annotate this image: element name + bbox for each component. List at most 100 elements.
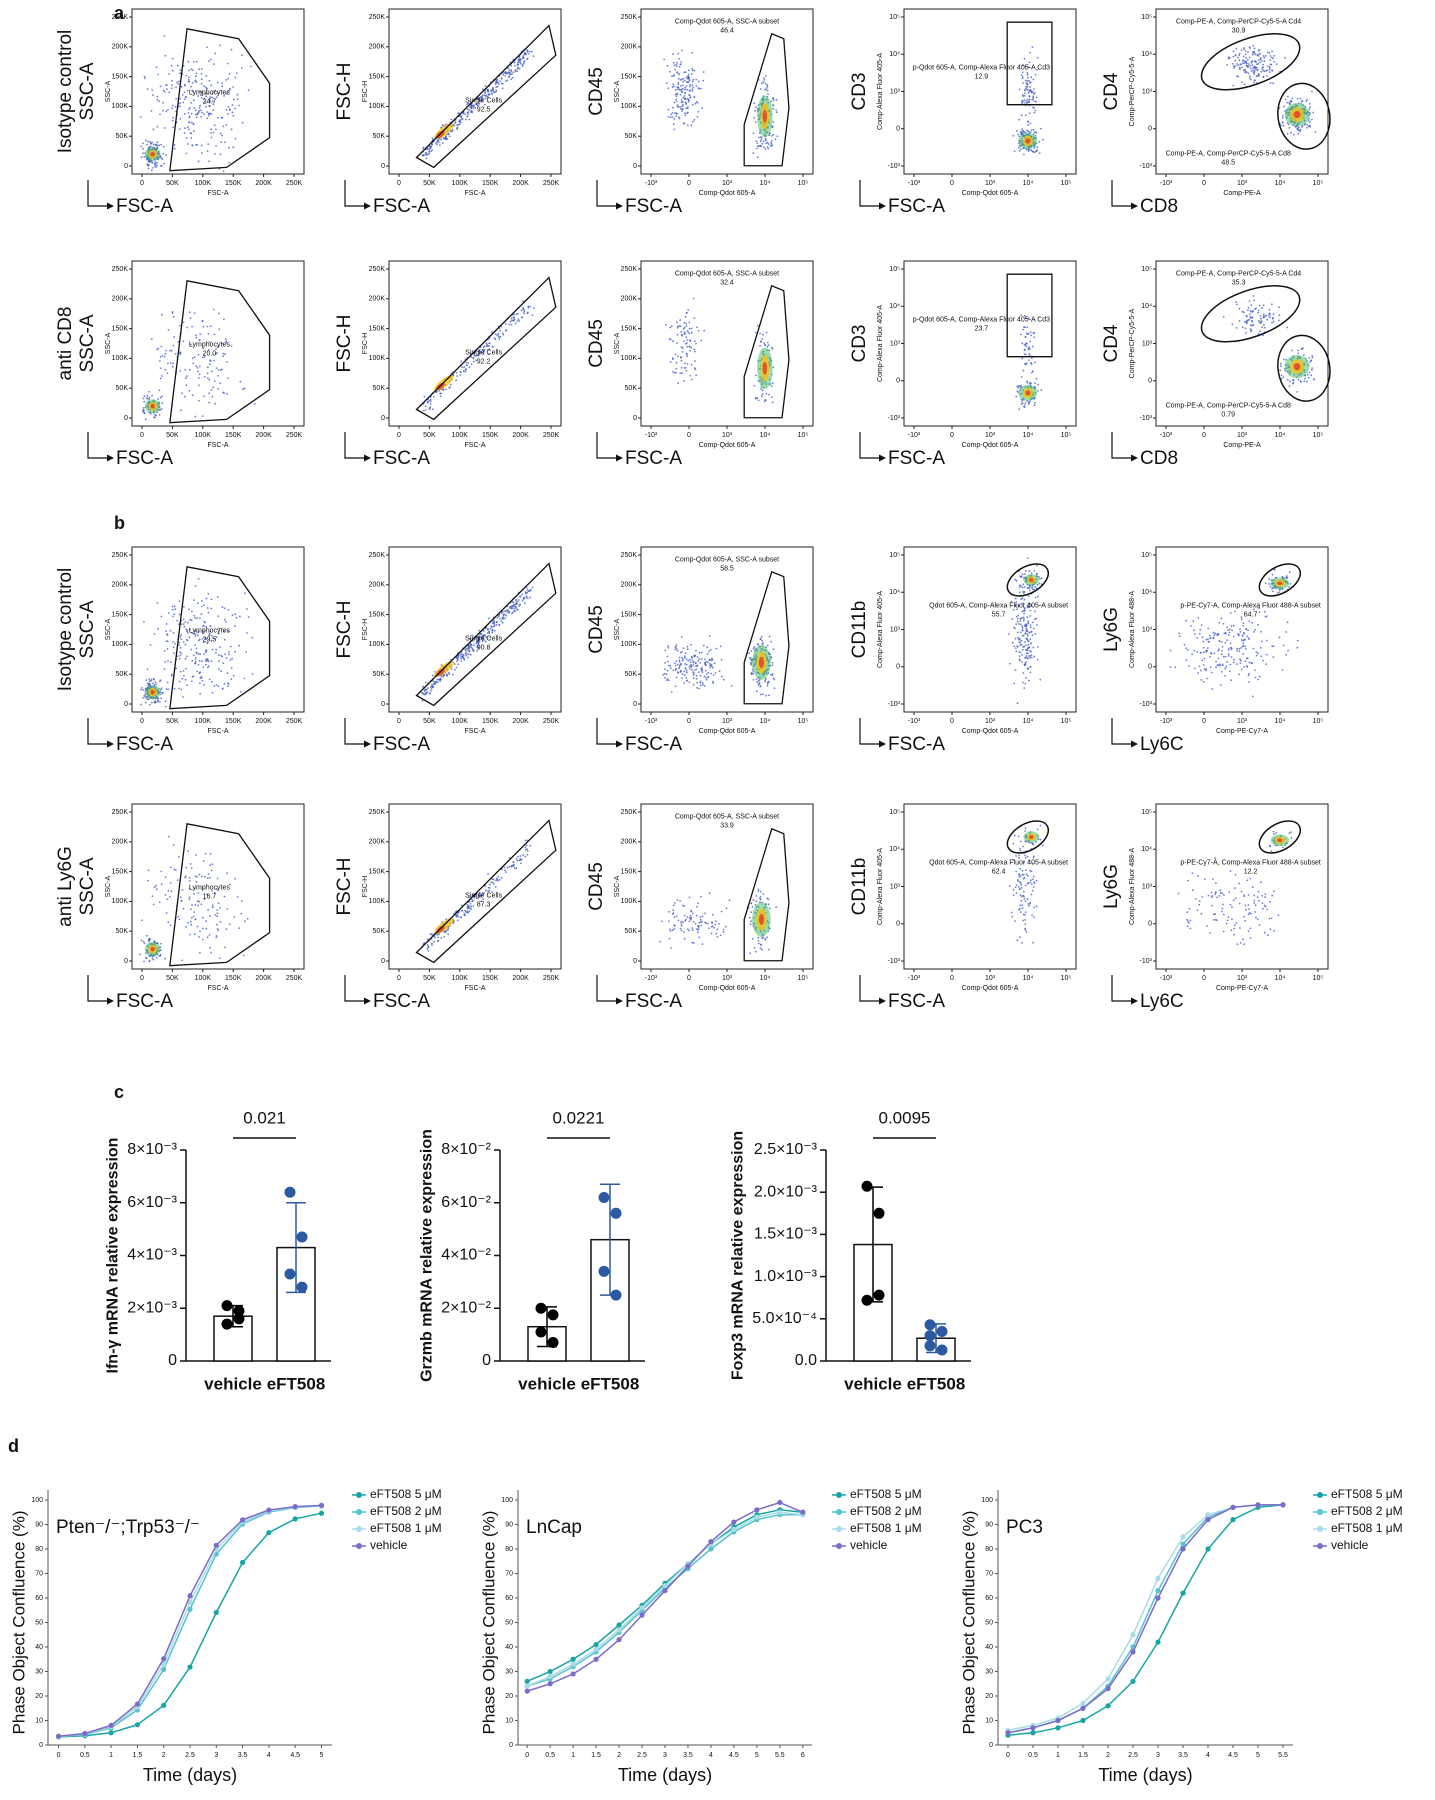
density-dot: [1233, 67, 1235, 69]
density-dot: [234, 613, 236, 615]
density-dot: [721, 676, 723, 678]
density-dot: [231, 128, 233, 130]
density-dot: [512, 605, 514, 607]
density-dot: [173, 613, 175, 615]
density-dot: [179, 105, 181, 107]
density-dot: [1260, 655, 1262, 657]
density-dot: [161, 402, 163, 404]
density-dot: [676, 322, 678, 324]
density-dot: [1236, 304, 1238, 306]
density-dot: [701, 652, 703, 654]
density-dot: [1254, 70, 1256, 72]
density-dot: [684, 327, 686, 329]
density-dot: [760, 140, 762, 142]
density-dot: [1205, 651, 1207, 653]
density-dot: [503, 334, 505, 336]
density-dot: [1013, 627, 1015, 629]
density-dot: [204, 622, 206, 624]
density-dot: [766, 332, 768, 334]
gate-percent: 46.4: [720, 27, 734, 34]
density-dot: [179, 69, 181, 71]
density-dot: [768, 143, 770, 145]
density-dot: [713, 674, 715, 676]
density-dot: [1025, 623, 1027, 625]
density-dot: [199, 105, 201, 107]
density-dot: [1250, 67, 1252, 69]
density-dot: [1034, 362, 1036, 364]
x-tick-label: 50K: [423, 180, 436, 187]
density-dot: [1306, 127, 1308, 129]
density-dot: [511, 613, 513, 615]
density-dot: [488, 617, 490, 619]
density-dot: [1194, 668, 1196, 670]
density-dot: [1243, 666, 1245, 668]
density-dot: [1028, 359, 1030, 361]
density-dot: [1242, 625, 1244, 627]
density-dot: [768, 694, 770, 696]
density-dot: [164, 91, 166, 93]
density-dot: [680, 671, 682, 673]
density-dot: [490, 628, 492, 630]
density-dot: [201, 73, 203, 75]
density-dot: [457, 663, 459, 665]
density-dot: [159, 950, 161, 952]
density-dot: [773, 648, 775, 650]
density-dot: [750, 660, 752, 662]
gate: [1007, 22, 1052, 105]
density-dot: [1200, 652, 1202, 654]
density-dot: [703, 330, 705, 332]
density-dot: [1036, 565, 1038, 567]
density-dot: [159, 901, 161, 903]
density-dot: [157, 74, 159, 76]
density-dot: [691, 379, 693, 381]
density-dot: [1236, 75, 1238, 77]
x-tick-label: 200K: [512, 718, 529, 725]
y-tick-label: 0: [1148, 126, 1152, 133]
density-dot: [195, 919, 197, 921]
density-dot: [753, 679, 755, 681]
density-dot: [701, 667, 703, 669]
density-dot: [1269, 71, 1271, 73]
density-dot: [1028, 95, 1030, 97]
row-label: anti CD8: [55, 307, 76, 381]
density-dot: [510, 65, 512, 67]
density-hotspot: [763, 110, 767, 123]
density-dot: [1017, 387, 1019, 389]
y-tick-label: 10³: [1142, 88, 1153, 95]
density-dot: [1312, 112, 1314, 114]
y-tick-label: 100K: [621, 355, 638, 362]
density-dot: [523, 311, 525, 313]
density-dot: [160, 954, 162, 956]
marker-label: FSC-A: [888, 196, 945, 217]
density-dot: [1246, 63, 1248, 65]
density-dot: [162, 110, 164, 112]
density-dot: [1242, 311, 1244, 313]
density-dot: [161, 314, 163, 316]
density-dot: [1270, 586, 1272, 588]
density-dot: [511, 608, 513, 610]
density-dot: [751, 673, 753, 675]
density-dot: [142, 697, 144, 699]
density-dot: [671, 75, 673, 77]
density-dot: [1030, 335, 1032, 337]
density-dot: [222, 688, 224, 690]
marker-label: FSC-A: [373, 734, 430, 755]
density-dot: [167, 372, 169, 374]
x-tick-label: 100K: [452, 180, 469, 187]
density-dot: [681, 111, 683, 113]
density-dot: [676, 644, 678, 646]
density-dot: [152, 94, 154, 96]
density-dot: [210, 128, 212, 130]
y-axis-title: Comp-Alexa Fluor 405-A: [877, 591, 884, 668]
density-dot: [1249, 46, 1251, 48]
density-dot: [1028, 595, 1030, 597]
density-dot: [1272, 656, 1274, 658]
density-dot: [1269, 309, 1271, 311]
density-dot: [675, 669, 677, 671]
flow-plot: -10³010³10⁴10⁵-10³010³10⁴10⁵Comp-PE-ACom…: [1101, 9, 1335, 217]
density-dot: [1021, 358, 1023, 360]
density-dot: [753, 647, 755, 649]
density-dot: [689, 328, 691, 330]
x-tick-label: 10³: [722, 432, 733, 439]
density-dot: [1034, 586, 1036, 588]
